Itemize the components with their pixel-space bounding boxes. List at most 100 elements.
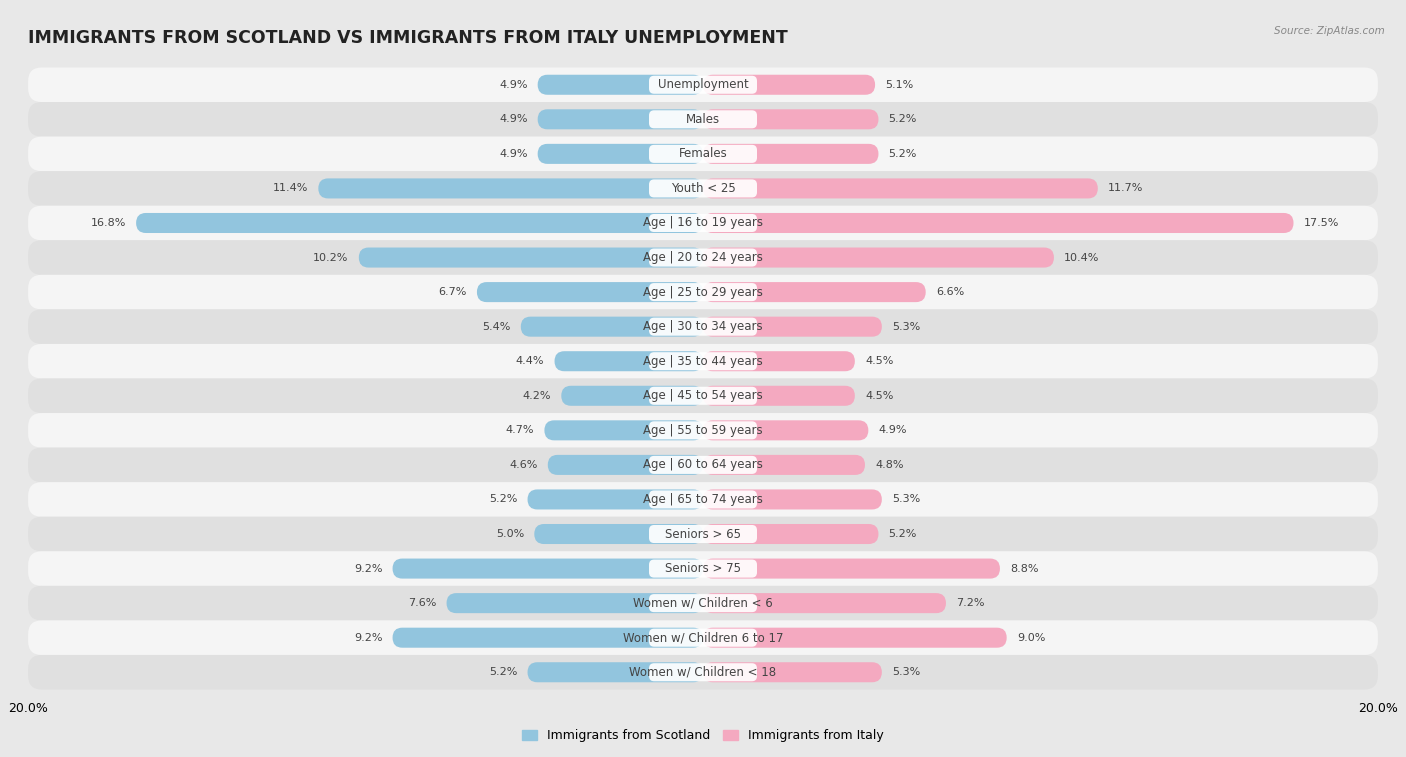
Text: Age | 60 to 64 years: Age | 60 to 64 years [643, 459, 763, 472]
FancyBboxPatch shape [650, 76, 756, 94]
FancyBboxPatch shape [703, 628, 1007, 648]
FancyBboxPatch shape [703, 455, 865, 475]
FancyBboxPatch shape [650, 594, 756, 612]
Text: 17.5%: 17.5% [1303, 218, 1339, 228]
Text: 4.9%: 4.9% [499, 114, 527, 124]
Text: 5.2%: 5.2% [889, 114, 917, 124]
Text: Youth < 25: Youth < 25 [671, 182, 735, 195]
FancyBboxPatch shape [28, 240, 1378, 275]
Text: 4.9%: 4.9% [879, 425, 907, 435]
FancyBboxPatch shape [554, 351, 703, 371]
FancyBboxPatch shape [561, 386, 703, 406]
FancyBboxPatch shape [28, 517, 1378, 551]
FancyBboxPatch shape [548, 455, 703, 475]
Text: 4.6%: 4.6% [509, 460, 537, 470]
FancyBboxPatch shape [650, 318, 756, 335]
Text: 5.3%: 5.3% [891, 667, 920, 678]
Text: Women w/ Children 6 to 17: Women w/ Children 6 to 17 [623, 631, 783, 644]
Text: Seniors > 65: Seniors > 65 [665, 528, 741, 540]
FancyBboxPatch shape [703, 282, 925, 302]
FancyBboxPatch shape [28, 310, 1378, 344]
FancyBboxPatch shape [392, 559, 703, 578]
FancyBboxPatch shape [136, 213, 703, 233]
FancyBboxPatch shape [28, 655, 1378, 690]
FancyBboxPatch shape [28, 413, 1378, 447]
FancyBboxPatch shape [359, 248, 703, 267]
Text: 9.0%: 9.0% [1017, 633, 1045, 643]
FancyBboxPatch shape [703, 351, 855, 371]
FancyBboxPatch shape [703, 213, 1294, 233]
FancyBboxPatch shape [28, 275, 1378, 310]
FancyBboxPatch shape [318, 179, 703, 198]
Text: 9.2%: 9.2% [354, 563, 382, 574]
FancyBboxPatch shape [28, 586, 1378, 621]
FancyBboxPatch shape [650, 179, 756, 198]
Text: Females: Females [679, 148, 727, 160]
FancyBboxPatch shape [650, 145, 756, 163]
Text: Age | 25 to 29 years: Age | 25 to 29 years [643, 285, 763, 298]
Text: 5.2%: 5.2% [889, 529, 917, 539]
FancyBboxPatch shape [28, 206, 1378, 240]
Text: 16.8%: 16.8% [90, 218, 127, 228]
Text: 5.4%: 5.4% [482, 322, 510, 332]
Text: Women w/ Children < 6: Women w/ Children < 6 [633, 597, 773, 609]
FancyBboxPatch shape [28, 344, 1378, 378]
FancyBboxPatch shape [537, 144, 703, 164]
Text: Women w/ Children < 18: Women w/ Children < 18 [630, 665, 776, 679]
FancyBboxPatch shape [703, 316, 882, 337]
FancyBboxPatch shape [28, 447, 1378, 482]
FancyBboxPatch shape [534, 524, 703, 544]
FancyBboxPatch shape [703, 179, 1098, 198]
Text: Males: Males [686, 113, 720, 126]
FancyBboxPatch shape [703, 524, 879, 544]
FancyBboxPatch shape [650, 422, 756, 439]
Text: 5.3%: 5.3% [891, 322, 920, 332]
FancyBboxPatch shape [392, 628, 703, 648]
FancyBboxPatch shape [650, 663, 756, 681]
FancyBboxPatch shape [703, 144, 879, 164]
Text: 4.9%: 4.9% [499, 79, 527, 90]
Text: 4.7%: 4.7% [506, 425, 534, 435]
FancyBboxPatch shape [537, 109, 703, 129]
FancyBboxPatch shape [650, 456, 756, 474]
Text: 5.3%: 5.3% [891, 494, 920, 504]
Text: 5.1%: 5.1% [886, 79, 914, 90]
FancyBboxPatch shape [650, 111, 756, 129]
Text: Age | 45 to 54 years: Age | 45 to 54 years [643, 389, 763, 402]
FancyBboxPatch shape [703, 75, 875, 95]
FancyBboxPatch shape [650, 525, 756, 543]
FancyBboxPatch shape [703, 109, 879, 129]
Text: 4.9%: 4.9% [499, 149, 527, 159]
Text: 6.6%: 6.6% [936, 287, 965, 297]
Text: 6.7%: 6.7% [439, 287, 467, 297]
FancyBboxPatch shape [28, 482, 1378, 517]
Text: IMMIGRANTS FROM SCOTLAND VS IMMIGRANTS FROM ITALY UNEMPLOYMENT: IMMIGRANTS FROM SCOTLAND VS IMMIGRANTS F… [28, 29, 787, 47]
Text: 11.7%: 11.7% [1108, 183, 1143, 194]
Text: 10.2%: 10.2% [314, 253, 349, 263]
FancyBboxPatch shape [527, 662, 703, 682]
Text: 9.2%: 9.2% [354, 633, 382, 643]
FancyBboxPatch shape [447, 593, 703, 613]
Text: 4.5%: 4.5% [865, 357, 893, 366]
FancyBboxPatch shape [28, 171, 1378, 206]
FancyBboxPatch shape [28, 67, 1378, 102]
Text: 4.5%: 4.5% [865, 391, 893, 400]
FancyBboxPatch shape [28, 378, 1378, 413]
FancyBboxPatch shape [650, 248, 756, 266]
Text: 5.2%: 5.2% [489, 494, 517, 504]
Text: 8.8%: 8.8% [1010, 563, 1039, 574]
FancyBboxPatch shape [650, 387, 756, 405]
Text: Age | 30 to 34 years: Age | 30 to 34 years [643, 320, 763, 333]
Text: 5.2%: 5.2% [889, 149, 917, 159]
Legend: Immigrants from Scotland, Immigrants from Italy: Immigrants from Scotland, Immigrants fro… [517, 724, 889, 747]
FancyBboxPatch shape [28, 136, 1378, 171]
FancyBboxPatch shape [28, 102, 1378, 136]
FancyBboxPatch shape [703, 386, 855, 406]
Text: 7.6%: 7.6% [408, 598, 436, 608]
Text: Source: ZipAtlas.com: Source: ZipAtlas.com [1274, 26, 1385, 36]
Text: 11.4%: 11.4% [273, 183, 308, 194]
Text: Seniors > 75: Seniors > 75 [665, 562, 741, 575]
Text: Unemployment: Unemployment [658, 78, 748, 92]
Text: 10.4%: 10.4% [1064, 253, 1099, 263]
Text: Age | 55 to 59 years: Age | 55 to 59 years [643, 424, 763, 437]
